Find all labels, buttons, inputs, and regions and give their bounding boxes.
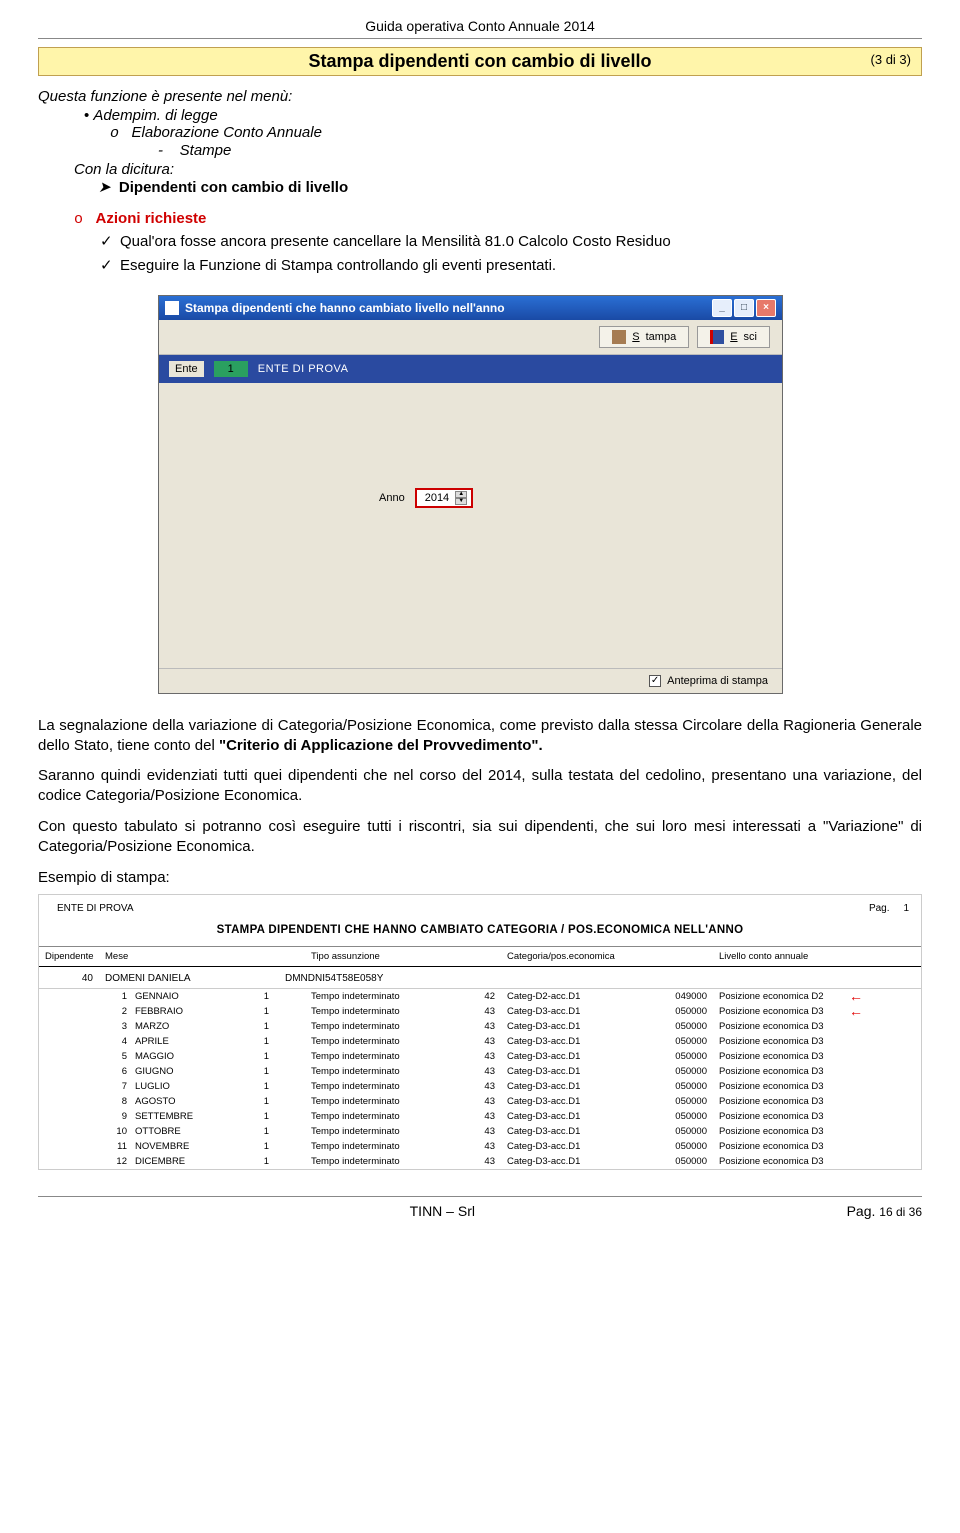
azione-1-text: Qual'ora fosse ancora presente cancellar… (120, 233, 671, 250)
preview-checkbox[interactable]: ✓ (649, 675, 661, 687)
report-data-row: 2FEBBRAIO1Tempo indeterminato43Categ-D3-… (39, 1004, 921, 1019)
col-tipo: Tipo assunzione (311, 951, 461, 962)
report-data-row: 12DICEMBRE1Tempo indeterminato43Categ-D3… (39, 1154, 921, 1169)
report-data-row: 8AGOSTO1Tempo indeterminato43Categ-D3-ac… (39, 1094, 921, 1109)
anno-spinner[interactable]: ▲▼ (455, 491, 467, 505)
page-footer: TINN – Srl Pag. 16 di 36 (38, 1196, 922, 1219)
dicitura-text: Dipendenti con cambio di livello (119, 179, 348, 196)
exit-button[interactable]: Esci (697, 326, 770, 348)
report-columns: Dipendente Mese Tipo assunzione Categori… (39, 946, 921, 967)
body-text: La segnalazione della variazione di Cate… (38, 716, 922, 858)
window-titlebar: Stampa dipendenti che hanno cambiato liv… (159, 296, 782, 320)
window-body: Anno 2014 ▲▼ (159, 383, 782, 668)
col-livello: Livello conto annuale (719, 951, 849, 962)
footer-center: TINN – Srl (38, 1203, 847, 1219)
menu-level-1: • Adempim. di legge (38, 107, 922, 124)
azione-2-text: Eseguire la Funzione di Stampa controlla… (120, 257, 556, 274)
footer-pag-label: Pag. (847, 1203, 880, 1219)
col-categoria: Categoria/pos.economica (507, 951, 647, 962)
report-data-row: 6GIUGNO1Tempo indeterminato43Categ-D3-ac… (39, 1064, 921, 1079)
menu-level-3: - Stampe (38, 142, 922, 159)
app-window: Stampa dipendenti che hanno cambiato liv… (158, 295, 783, 694)
report-data-row: 4APRILE1Tempo indeterminato43Categ-D3-ac… (39, 1034, 921, 1049)
circle-bullet-red: o (74, 211, 83, 228)
esempio-label: Esempio di stampa: (38, 869, 922, 886)
report-data-row: 9SETTEMBRE1Tempo indeterminato43Categ-D3… (39, 1109, 921, 1124)
anno-label: Anno (379, 492, 405, 504)
window-footer: ✓ Anteprima di stampa (159, 668, 782, 693)
paragraph-2: Saranno quindi evidenziati tutti quei di… (38, 766, 922, 807)
window-controls: _ □ × (712, 299, 776, 317)
checkmark-icon: ✓ (100, 232, 120, 252)
report-pag-label: Pag. (869, 903, 890, 914)
report-person-row: 40 DOMENI DANIELA DMNDNI54T58E058Y (39, 967, 921, 989)
ente-label: Ente (169, 361, 204, 377)
report-header-row: ENTE DI PROVA Pag. 1 (39, 895, 921, 918)
document-header: Guida operativa Conto Annuale 2014 (38, 18, 922, 39)
menu-level-3-text: Stampe (180, 142, 232, 159)
col-dipendente: Dipendente (45, 951, 105, 962)
section-title: Stampa dipendenti con cambio di livello (49, 51, 911, 72)
report-data-row: 10OTTOBRE1Tempo indeterminato43Categ-D3-… (39, 1124, 921, 1139)
section-page-count: (3 di 3) (871, 52, 911, 67)
anno-value: 2014 (421, 491, 453, 505)
dicitura-line: ➤ Dipendenti con cambio di livello (38, 178, 922, 196)
window-title: Stampa dipendenti che hanno cambiato liv… (185, 301, 505, 315)
report-title: STAMPA DIPENDENTI CHE HANNO CAMBIATO CAT… (39, 918, 921, 946)
spinner-down-icon[interactable]: ▼ (455, 498, 467, 505)
ente-name: ENTE DI PROVA (258, 363, 349, 375)
dash-bullet: - (158, 142, 163, 159)
anno-row: Anno 2014 ▲▼ (379, 488, 473, 508)
report-data-row: 3MARZO1Tempo indeterminato43Categ-D3-acc… (39, 1019, 921, 1034)
report-rows: 1GENNAIO1Tempo indeterminato42Categ-D2-a… (39, 989, 921, 1169)
close-button[interactable]: × (756, 299, 776, 317)
window-toolbar: Stampa Esci (159, 320, 782, 355)
report-ente: ENTE DI PROVA (57, 903, 134, 914)
section-title-bar: Stampa dipendenti con cambio di livello … (38, 47, 922, 76)
azioni-text: Azioni richieste (96, 210, 207, 227)
menu-level-2: o Elaborazione Conto Annuale (38, 124, 922, 142)
footer-right: Pag. 16 di 36 (847, 1203, 922, 1219)
azione-2: ✓Eseguire la Funzione di Stampa controll… (38, 256, 922, 276)
report-data-row: 1GENNAIO1Tempo indeterminato42Categ-D2-a… (39, 989, 921, 1004)
minimize-button[interactable]: _ (712, 299, 732, 317)
paragraph-1-b: "Criterio di Applicazione del Provvedime… (219, 737, 543, 754)
col-mese: Mese (105, 951, 235, 962)
person-id: 40 (45, 973, 105, 984)
circle-bullet: o (110, 125, 119, 142)
arrow-icon: ➤ (98, 179, 111, 196)
person-code: DMNDNI54T58E058Y (285, 973, 685, 984)
report-pag-num: 1 (903, 903, 909, 914)
window-icon (165, 301, 179, 315)
print-button[interactable]: Stampa (599, 326, 689, 348)
print-label: tampa (646, 331, 677, 343)
report-page: Pag. 1 (869, 903, 909, 914)
report-data-row: 5MAGGIO1Tempo indeterminato43Categ-D3-ac… (39, 1049, 921, 1064)
ente-row: Ente 1 ENTE DI PROVA (159, 355, 782, 383)
menu-level-2-text: Elaborazione Conto Annuale (132, 124, 322, 141)
person-name: DOMENI DANIELA (105, 973, 285, 984)
azioni-header: o Azioni richieste (38, 210, 922, 228)
maximize-button[interactable]: □ (734, 299, 754, 317)
ente-code: 1 (214, 361, 248, 377)
paragraph-3: Con questo tabulato si potranno così ese… (38, 817, 922, 858)
exit-label: sci (744, 331, 757, 343)
print-icon (612, 330, 626, 344)
menu-intro: Questa funzione è presente nel menù: (38, 88, 922, 105)
azione-1: ✓Qual'ora fosse ancora presente cancella… (38, 232, 922, 252)
footer-pag-num: 16 di 36 (879, 1205, 922, 1219)
report-preview: ENTE DI PROVA Pag. 1 STAMPA DIPENDENTI C… (38, 894, 922, 1170)
menu-level-1-text: Adempim. di legge (93, 107, 217, 124)
spinner-up-icon[interactable]: ▲ (455, 491, 467, 498)
paragraph-1: La segnalazione della variazione di Cate… (38, 716, 922, 757)
exit-icon (710, 330, 724, 344)
checkmark-icon: ✓ (100, 256, 120, 276)
dicitura-label: Con la dicitura: (38, 161, 922, 178)
preview-label: Anteprima di stampa (667, 675, 768, 687)
report-data-row: 7LUGLIO1Tempo indeterminato43Categ-D3-ac… (39, 1079, 921, 1094)
report-data-row: 11NOVEMBRE1Tempo indeterminato43Categ-D3… (39, 1139, 921, 1154)
anno-field[interactable]: 2014 ▲▼ (415, 488, 473, 508)
